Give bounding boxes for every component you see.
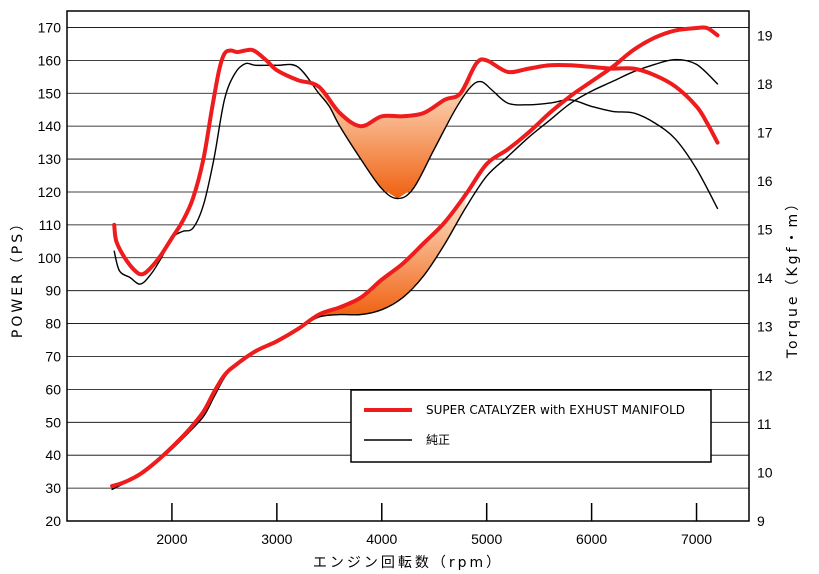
axis-ticks: 20 30 40 50 60 70 80 90 100 110 120 130 140 150 160 170… [38, 19, 773, 547]
y-right-tick-label: 19 [757, 27, 773, 43]
gain-region-power [318, 73, 471, 199]
y-left-tick-label: 140 [38, 118, 62, 134]
y-axis-right-title: Torque（Kgf・m） [785, 194, 801, 359]
x-tick-label: 3000 [261, 531, 292, 547]
y-left-tick-label: 30 [45, 480, 61, 496]
y-left-tick-label: 50 [45, 414, 61, 430]
stock-torque-line [111, 58, 719, 491]
y-left-tick-label: 160 [38, 52, 62, 68]
y-left-tick-label: 170 [38, 19, 62, 35]
super-catalyzer-power-line [112, 47, 720, 277]
y-axis-left-title: POWER（PS） [10, 214, 26, 338]
x-tick-label: 4000 [366, 531, 397, 547]
gain-regions [318, 73, 471, 317]
y-left-tick-label: 20 [45, 513, 61, 529]
gridlines [67, 27, 749, 489]
y-left-tick-label: 120 [38, 184, 62, 200]
x-tick-label: 5000 [471, 531, 502, 547]
legend-label-stock: 純正 [426, 433, 450, 447]
y-left-tick-label: 90 [45, 283, 61, 299]
super-catalyzer-torque-line [110, 25, 720, 488]
y-left-tick-label: 150 [38, 85, 62, 101]
y-right-tick-label: 11 [757, 416, 772, 432]
x-tick-label: 2000 [156, 531, 187, 547]
y-left-tick-label: 80 [45, 316, 61, 332]
y-right-tick-label: 17 [757, 124, 773, 140]
y-left-tick-label: 100 [38, 250, 62, 266]
y-left-tick-label: 110 [39, 217, 62, 233]
y-right-tick-label: 12 [757, 367, 773, 383]
series-lines [110, 25, 720, 491]
plot-frame [66, 10, 750, 522]
y-right-tick-label: 14 [757, 270, 773, 286]
y-left-tick-label: 40 [45, 447, 61, 463]
y-right-tick-label: 9 [757, 513, 765, 529]
x-tick-label: 7000 [681, 531, 712, 547]
x-axis-title: エンジン回転数（rpm） [313, 555, 503, 571]
legend-label-super: SUPER CATALYZER with EXHUST MANIFOLD [426, 403, 685, 417]
x-tick-label: 6000 [576, 531, 607, 547]
y-left-tick-label: 70 [45, 348, 61, 364]
legend-box [350, 389, 712, 463]
y-right-tick-label: 16 [757, 173, 773, 189]
y-right-tick-label: 15 [757, 222, 773, 238]
y-left-tick-label: 130 [38, 151, 62, 167]
y-left-tick-label: 60 [45, 381, 61, 397]
y-right-tick-label: 13 [757, 319, 773, 335]
y-right-tick-label: 18 [757, 76, 773, 92]
gain-region-torque [318, 194, 466, 317]
legend: SUPER CATALYZER with EXHUST MANIFOLD 純正 [350, 389, 712, 463]
y-right-tick-label: 10 [757, 464, 773, 480]
